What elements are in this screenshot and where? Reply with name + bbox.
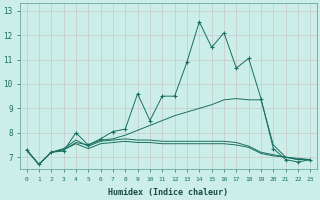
X-axis label: Humidex (Indice chaleur): Humidex (Indice chaleur) — [108, 188, 228, 197]
